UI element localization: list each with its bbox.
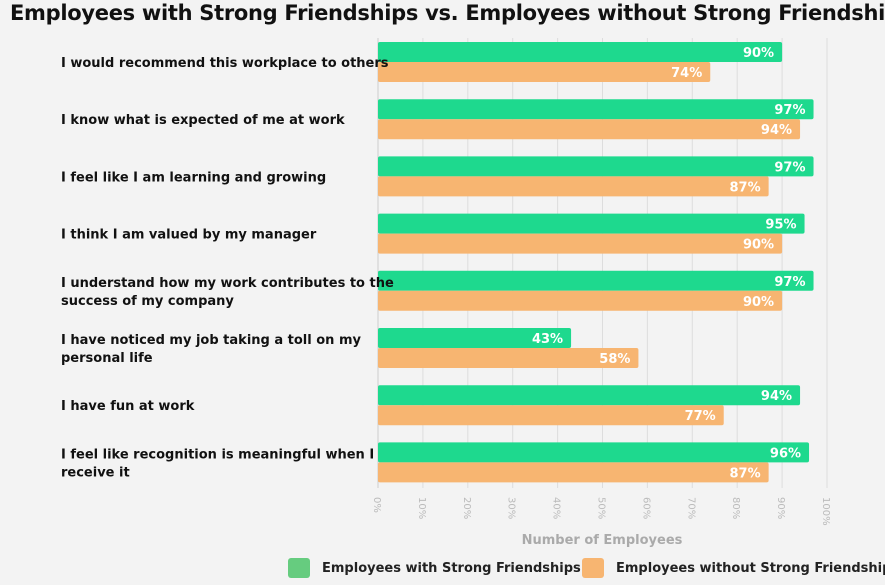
legend-label-strong: Employees with Strong Friendships [322, 560, 581, 576]
legend-label-without: Employees without Strong Friendships [616, 560, 885, 576]
x-tick-label: 60% [640, 497, 651, 519]
x-tick-label: 10% [416, 497, 427, 519]
bar-without[interactable] [378, 176, 769, 197]
legend-swatch-strong [288, 558, 310, 578]
chart-title: Employees with Strong Friendships vs. Em… [10, 1, 885, 25]
bar-value-label: 77% [685, 409, 716, 424]
bar-value-label: 90% [743, 295, 774, 310]
category-label: I know what is expected of me at work [61, 113, 345, 128]
category-label: I think I am valued by my manager [61, 228, 317, 243]
bar-strong[interactable] [378, 442, 810, 463]
bar-value-label: 43% [532, 332, 563, 347]
bar-chart: 90% 74% I would recommend this workplace t… [61, 38, 831, 548]
category-label: I feel like recognition is meaningful wh… [61, 447, 374, 480]
bar-strong[interactable] [378, 270, 814, 291]
bar-strong[interactable] [378, 99, 814, 120]
bar-without[interactable] [378, 119, 801, 140]
x-tick-label: 90% [775, 497, 786, 519]
x-tick-label: 40% [551, 497, 562, 519]
legend-item-strong[interactable]: Employees with Strong Friendships [288, 558, 581, 578]
x-tick-label: 100% [820, 497, 831, 526]
bar-strong[interactable] [378, 328, 572, 348]
bar-strong[interactable] [378, 42, 783, 62]
category-label: I have noticed my job taking a toll on m… [61, 333, 361, 366]
x-tick-label: 80% [730, 497, 741, 519]
bar-value-label: 58% [599, 352, 630, 367]
bar-without[interactable] [378, 233, 783, 254]
x-tick-label: 0% [371, 497, 382, 513]
x-tick-label: 70% [685, 497, 696, 519]
x-axis-title: Number of Employees [522, 533, 683, 548]
legend-item-without[interactable]: Employees without Strong Friendships [582, 558, 885, 578]
bar-without[interactable] [378, 348, 639, 368]
bar-strong[interactable] [378, 213, 805, 234]
category-label: I understand how my work contributes to … [61, 276, 394, 309]
bar-value-label: 97% [774, 103, 805, 118]
category-label: I have fun at work [61, 399, 195, 414]
bar-without[interactable] [378, 462, 769, 483]
x-tick-label: 30% [506, 497, 517, 519]
bar-value-label: 87% [730, 180, 761, 195]
bar-value-label: 90% [743, 238, 774, 253]
bar-without[interactable] [378, 290, 783, 311]
bar-value-label: 96% [770, 446, 801, 461]
bar-value-label: 87% [730, 466, 761, 481]
category-label: I feel like I am learning and growing [61, 170, 326, 185]
bar-strong[interactable] [378, 156, 814, 177]
legend-swatch-without [582, 558, 604, 578]
bar-value-label: 97% [774, 275, 805, 290]
x-tick-label: 20% [461, 497, 472, 519]
bar-value-label: 90% [743, 46, 774, 61]
bar-value-label: 94% [761, 123, 792, 138]
bar-value-label: 97% [774, 160, 805, 175]
bar-value-label: 74% [671, 66, 702, 81]
category-label: I would recommend this workplace to othe… [61, 56, 389, 71]
bar-value-label: 94% [761, 389, 792, 404]
bar-strong[interactable] [378, 385, 801, 406]
bar-without[interactable] [378, 62, 711, 82]
x-tick-label: 50% [596, 497, 607, 519]
bar-without[interactable] [378, 405, 724, 426]
bar-value-label: 95% [765, 218, 796, 233]
